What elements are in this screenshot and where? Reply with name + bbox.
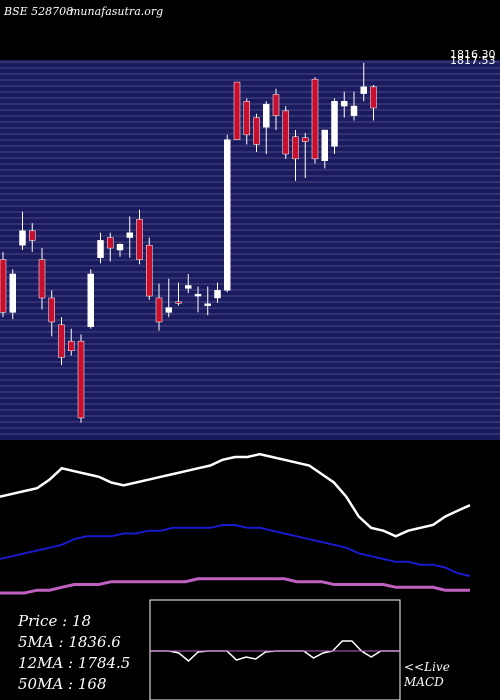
bull-candle: [341, 101, 348, 107]
macd-lines: [150, 640, 400, 662]
bear-candle: [233, 81, 241, 140]
macd-panel: [149, 599, 401, 700]
price-label-overlap: 1817.53: [450, 54, 496, 67]
candles: [0, 62, 377, 423]
5ma-line: [0, 452, 471, 538]
macd-title: MACD: [404, 675, 444, 689]
ma50-stat: 50MA : 168: [18, 675, 107, 693]
50ma-line: [0, 577, 470, 595]
live-macd-label: <<Live: [404, 660, 450, 674]
bear-candle: [48, 297, 55, 323]
12ma-line: [0, 524, 471, 577]
bull-candle: [224, 139, 231, 291]
bull-candle: [9, 273, 16, 313]
bear-candle: [77, 340, 85, 419]
site-name: munafasutra.org: [70, 5, 164, 18]
bear-candle: [370, 86, 377, 109]
bull-candle: [116, 243, 124, 251]
bull-candle: [350, 105, 358, 116]
bear-candle: [107, 237, 114, 249]
ma12-stat: 12MA : 1784.5: [18, 654, 131, 672]
bull-candle: [19, 230, 26, 246]
price-stat: Price : 18: [18, 612, 92, 630]
bull-candle: [360, 86, 367, 94]
bear-candle: [175, 301, 182, 304]
bull-candle: [194, 293, 202, 297]
bull-candle: [321, 129, 328, 162]
bear-candle: [146, 244, 153, 297]
bull-candle: [263, 103, 270, 128]
price-label-top: 1816.30: [450, 48, 496, 61]
bear-candle: [58, 324, 65, 358]
ma5-stat: 5MA : 1836.6: [18, 633, 121, 651]
bull-candle: [87, 273, 94, 328]
bear-candle: [68, 340, 75, 352]
bear-candle: [272, 94, 280, 116]
bull-candle: [204, 303, 211, 306]
bear-candle: [0, 259, 7, 313]
bear-candle: [38, 259, 46, 299]
bear-candle: [292, 136, 299, 160]
bear-candle: [155, 297, 163, 323]
bull-candle: [165, 307, 172, 313]
bear-candle: [136, 219, 143, 260]
moving-average-lines: [0, 452, 471, 595]
bear-candle: [282, 110, 289, 155]
bear-candle: [29, 230, 36, 241]
bear-candle: [302, 137, 309, 142]
bear-candle: [243, 101, 250, 136]
bull-candle: [185, 285, 192, 289]
bull-candle: [331, 101, 338, 147]
bull-candle: [126, 232, 133, 238]
bull-candle: [214, 290, 221, 299]
bear-candle: [253, 117, 260, 145]
symbol-title: BSE 528708: [4, 5, 74, 18]
bear-candle: [311, 78, 319, 160]
bull-candle: [97, 240, 104, 258]
